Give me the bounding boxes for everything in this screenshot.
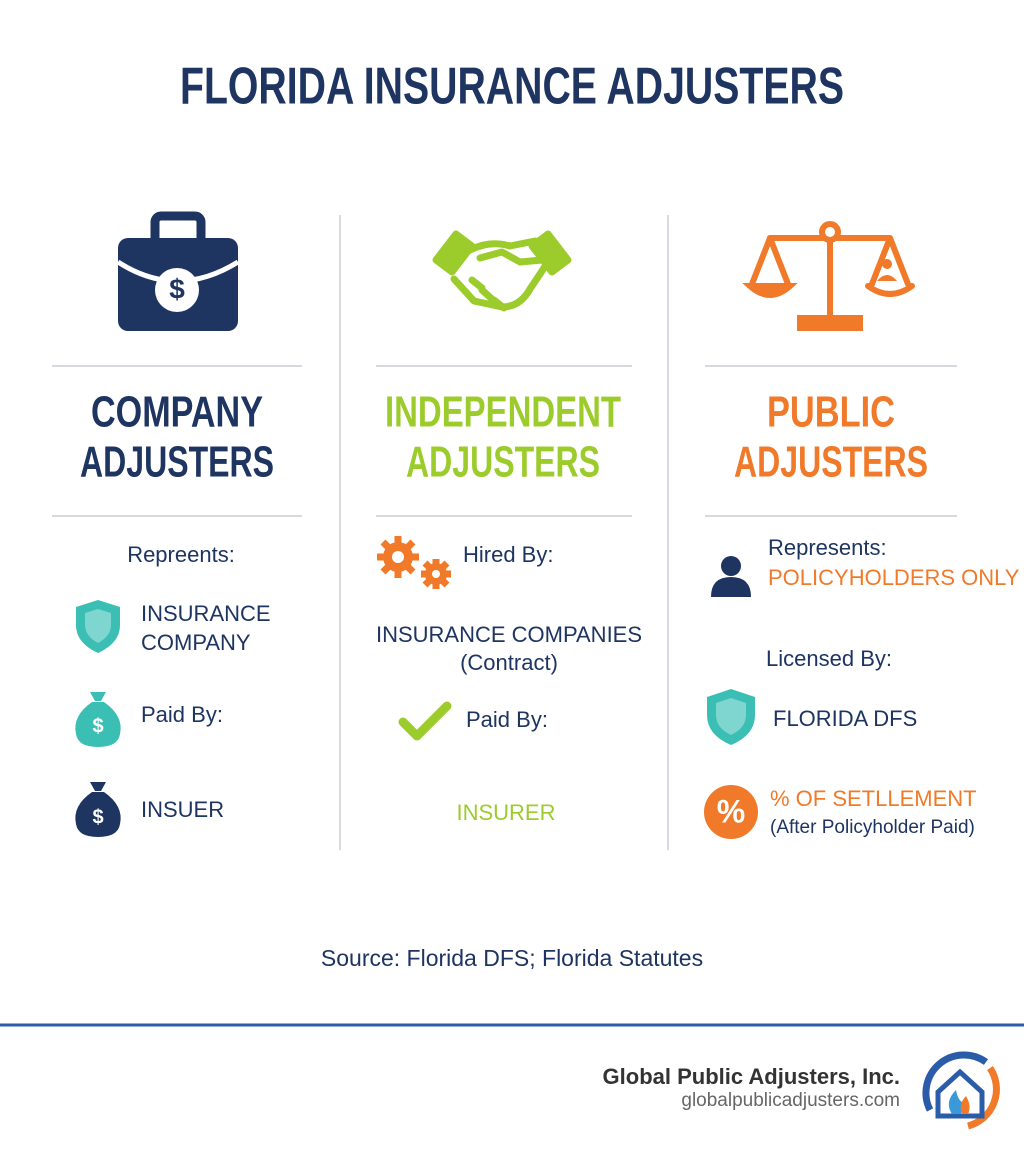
- scales-icon-part: [882, 259, 892, 269]
- money-bag-icon: [75, 782, 121, 837]
- value: POLICYHOLDERS ONLY: [768, 565, 1020, 590]
- shield-icon: [716, 698, 746, 735]
- logo-part: [935, 1068, 985, 1119]
- money-bag-icon-part: [75, 702, 121, 747]
- logo-part: [966, 1066, 1000, 1130]
- handshake-icon-part: [476, 248, 546, 266]
- handshake-icon-part: [450, 237, 554, 311]
- scales-icon: [742, 221, 915, 331]
- heading: INDEPENDENT: [385, 388, 621, 437]
- label: Paid By:: [466, 707, 548, 732]
- logo-part: [922, 1051, 989, 1112]
- dividers: [52, 215, 957, 850]
- heading: COMPANY: [91, 388, 263, 437]
- value: FLORIDA DFS: [773, 706, 917, 731]
- money-bag-icon-part: [90, 692, 106, 701]
- logo-part: [960, 1096, 970, 1114]
- scales-icon-part: [877, 275, 897, 281]
- source: Source: Florida DFS; Florida Statutes: [321, 945, 703, 971]
- value: INSURANCE COMPANIES: [376, 622, 642, 647]
- shield-icon: [85, 609, 111, 643]
- money-bag-icon-part: [75, 792, 121, 837]
- label: Licensed By:: [766, 646, 892, 671]
- heading: ADJUSTERS: [80, 438, 274, 487]
- logo: [922, 1051, 1000, 1130]
- briefcase-icon-part: [155, 268, 199, 312]
- scales-icon-part: [865, 283, 915, 297]
- label: Hired By:: [463, 542, 553, 567]
- percent-icon: [704, 785, 758, 839]
- footer-website: globalpublicadjusters.com: [681, 1090, 900, 1111]
- gears-icon-part: [432, 570, 440, 578]
- icon-symbol: $: [92, 806, 103, 828]
- icon-symbol: %: [717, 793, 745, 829]
- scales-icon-part: [797, 315, 863, 331]
- money-bag-icon: [75, 692, 121, 747]
- person-icon-part: [711, 577, 751, 597]
- footer-company: Global Public Adjusters, Inc.: [603, 1064, 900, 1089]
- scales-icon-part: [819, 221, 841, 243]
- scales-icon-part: [742, 283, 798, 298]
- handshake-icon-part: [468, 276, 508, 312]
- shield-icon: [76, 600, 120, 653]
- heading: ADJUSTERS: [734, 438, 928, 487]
- briefcase-icon-part: [150, 211, 206, 240]
- scales-icon-part: [749, 235, 911, 287]
- briefcase-icon: [116, 211, 240, 331]
- label: Represents:: [768, 535, 887, 560]
- money-bag-icon-part: [90, 782, 106, 791]
- title: FLORIDA INSURANCE ADJUSTERS: [180, 58, 844, 116]
- note: (Contract): [460, 650, 558, 675]
- check-icon: [398, 701, 452, 741]
- label: Repreents:: [127, 542, 235, 567]
- person-icon: [711, 556, 751, 597]
- person-icon-part: [721, 556, 741, 576]
- note: (After Policyholder Paid): [770, 817, 975, 838]
- gears-icon: [377, 536, 451, 589]
- value: INSUER: [141, 797, 224, 822]
- value: COMPANY: [141, 630, 251, 655]
- gears-icon-part: [392, 551, 404, 563]
- logo-part: [948, 1090, 964, 1114]
- icon-symbol: $: [169, 273, 185, 304]
- shield-icon: [707, 689, 755, 745]
- heading: ADJUSTERS: [406, 438, 600, 487]
- heading: PUBLIC: [767, 388, 895, 437]
- value: INSURANCE: [141, 601, 271, 626]
- value: INSURER: [456, 800, 555, 825]
- label: Paid By:: [141, 702, 223, 727]
- icon-symbol: $: [92, 715, 103, 737]
- handshake-icon: [432, 230, 572, 312]
- value: % OF SETLLEMENT: [770, 786, 977, 811]
